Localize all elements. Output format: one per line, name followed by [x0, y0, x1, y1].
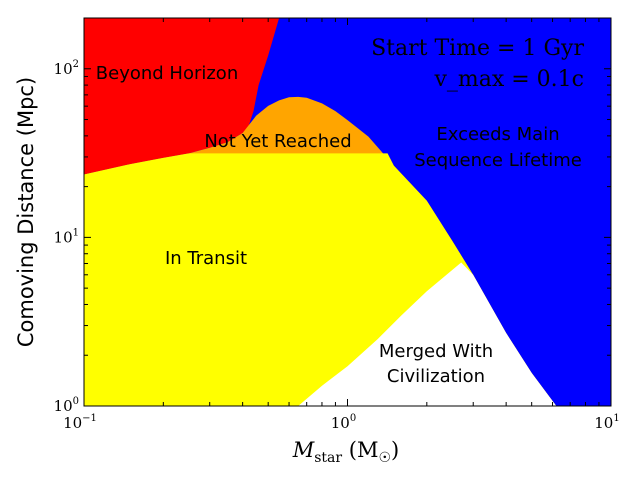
beyond-horizon-region [84, 18, 280, 175]
not-yet-reached-label: Not Yet Reached [204, 131, 351, 152]
y-axis-label: Comoving Distance (Mpc) [14, 77, 38, 347]
exceeds-lifetime-label-line2: Sequence Lifetime [414, 150, 582, 171]
start-time-annotation: Start Time = 1 Gyr [371, 36, 584, 61]
x-tick-label: 10−1 [63, 413, 97, 432]
beyond-horizon-label: Beyond Horizon [96, 63, 238, 84]
y-tick-label: 102 [54, 59, 79, 78]
x-tick-label: 101 [594, 413, 619, 432]
merged-region [298, 262, 557, 406]
in-transit-label: In Transit [165, 248, 247, 269]
y-tick-label: 101 [54, 227, 79, 246]
exceeds-lifetime-label-line1: Exceeds Main [436, 124, 559, 145]
y-tick-label: 100 [54, 396, 79, 415]
plot-frame [83, 17, 612, 407]
x-tick-label: 100 [331, 413, 356, 432]
x-axis-label: Mstar (M☉) [292, 438, 400, 466]
merged-label-line2: Civilization [387, 366, 485, 387]
merged-label-line1: Merged With [379, 341, 493, 362]
vmax-annotation: v_max = 0.1c [433, 67, 584, 92]
plot-area [84, 18, 611, 406]
